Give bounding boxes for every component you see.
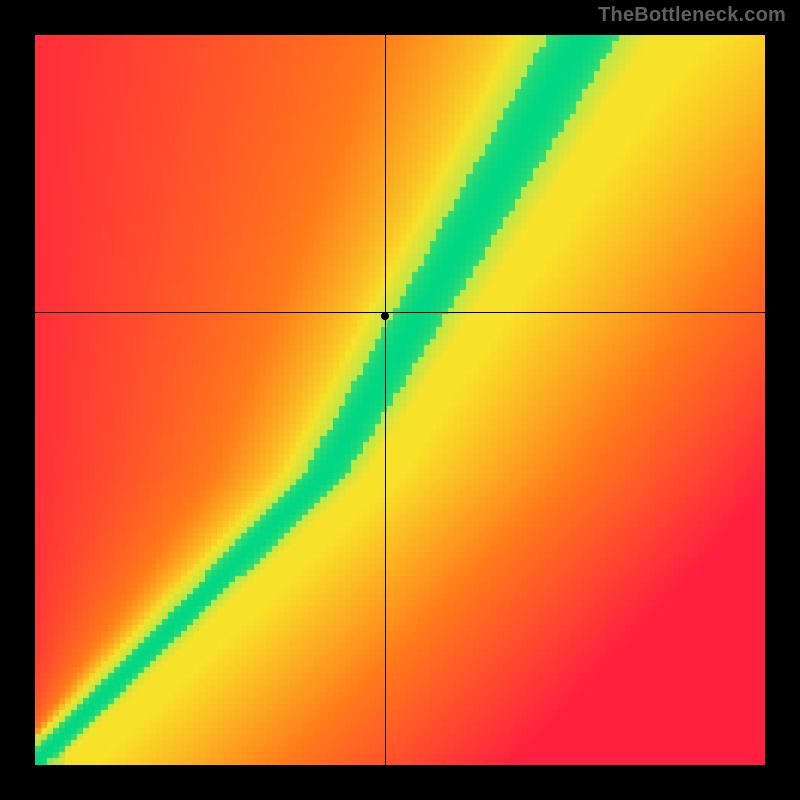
heatmap-plot	[35, 35, 765, 765]
marker-point	[381, 312, 389, 320]
crosshair-horizontal	[35, 312, 765, 313]
crosshair-vertical	[385, 35, 386, 765]
watermark-text: TheBottleneck.com	[598, 4, 786, 27]
heatmap-canvas	[35, 35, 765, 765]
